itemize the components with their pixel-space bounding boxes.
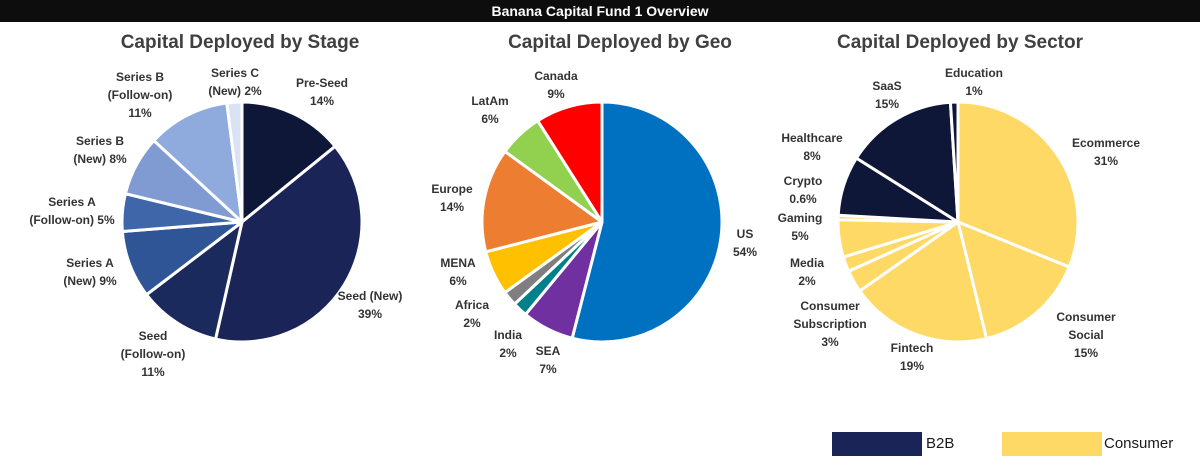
slice-label-2-healthcare: Healthcare 8% (781, 131, 843, 163)
slice-2-fintech (858, 220, 988, 344)
legend-label-consumer: Consumer (1104, 435, 1174, 452)
slice-label-1-europe: Europe 14% (431, 182, 473, 214)
slice-label-1-india: India 2% (493, 328, 523, 360)
overview-header: Banana Capital Fund 1 Overview (0, 0, 1200, 22)
slice-0-series-c-new-2 (225, 100, 244, 224)
slice-label-2-gaming: Gaming 5% (777, 211, 823, 243)
slice-label-0-pre-seed: Pre-Seed 14% (295, 76, 349, 108)
slice-label-0-series-c-new-2: Series C (New) 2% (208, 66, 262, 98)
slice-label-1-us: US 54% (732, 227, 758, 259)
slice-1-canada (536, 100, 604, 224)
slice-label-2-crypto: Crypto 0.6% (783, 174, 823, 206)
slice-label-2-education: Education 1% (944, 66, 1004, 98)
slice-2-ecommerce (956, 100, 1080, 269)
slice-2-consumer-social (956, 220, 1071, 341)
stage-chart-title: Capital Deployed by Stage (120, 32, 360, 53)
slice-2-education (948, 100, 960, 224)
legend-swatch-consumer (1002, 432, 1102, 456)
slice-0-pre-seed (240, 100, 337, 224)
slice-2-saas (854, 100, 960, 224)
slice-label-1-mena: MENA 6% (440, 256, 476, 288)
slice-label-2-ecommerce: Ecommerce 31% (1071, 136, 1141, 168)
slice-label-1-africa: Africa 2% (454, 298, 490, 330)
slice-0-series-b-follow-on (152, 101, 244, 224)
slice-label-0-series-b-follow-on: Series B (Follow-on) 11% (107, 70, 173, 120)
slice-label-0-seed-follow-on: Seed (Follow-on) 11% (120, 329, 186, 379)
geo-chart-title: Capital Deployed by Geo (508, 32, 732, 53)
slice-1-us (570, 100, 724, 344)
slice-label-1-latam: LatAm 6% (471, 94, 509, 126)
overview-title: Banana Capital Fund 1 Overview (491, 3, 709, 19)
sector-chart-title: Capital Deployed by Sector (836, 32, 1083, 53)
slice-label-2-saas: SaaS 15% (872, 79, 902, 111)
slice-label-0-series-b-new-8: Series B (New) 8% (73, 134, 127, 166)
slice-label-2-media: Media 2% (789, 256, 825, 288)
slice-label-2-fintech: Fintech 19% (890, 341, 934, 373)
slice-label-2-consumer-social: Consumer Social 15% (1056, 310, 1116, 360)
slice-label-0-series-a-follow-on-5: Series A (Follow-on) 5% (29, 195, 115, 227)
slice-0-seed-new (214, 144, 364, 344)
slice-label-1-sea: SEA 7% (535, 344, 561, 376)
slice-1-europe (480, 149, 604, 254)
slice-label-0-seed-new: Seed (New) 39% (337, 289, 403, 321)
legend-swatch-b2b (832, 432, 922, 456)
slice-label-2-consumer-subscription: Consumer Subscription 3% (793, 299, 867, 349)
slice-label-1-canada: Canada 9% (534, 69, 578, 101)
slice-0-seed-follow-on (145, 220, 244, 341)
slice-label-0-series-a-new-9: Series A (New) 9% (63, 256, 117, 288)
legend-label-b2b: B2B (926, 435, 955, 452)
